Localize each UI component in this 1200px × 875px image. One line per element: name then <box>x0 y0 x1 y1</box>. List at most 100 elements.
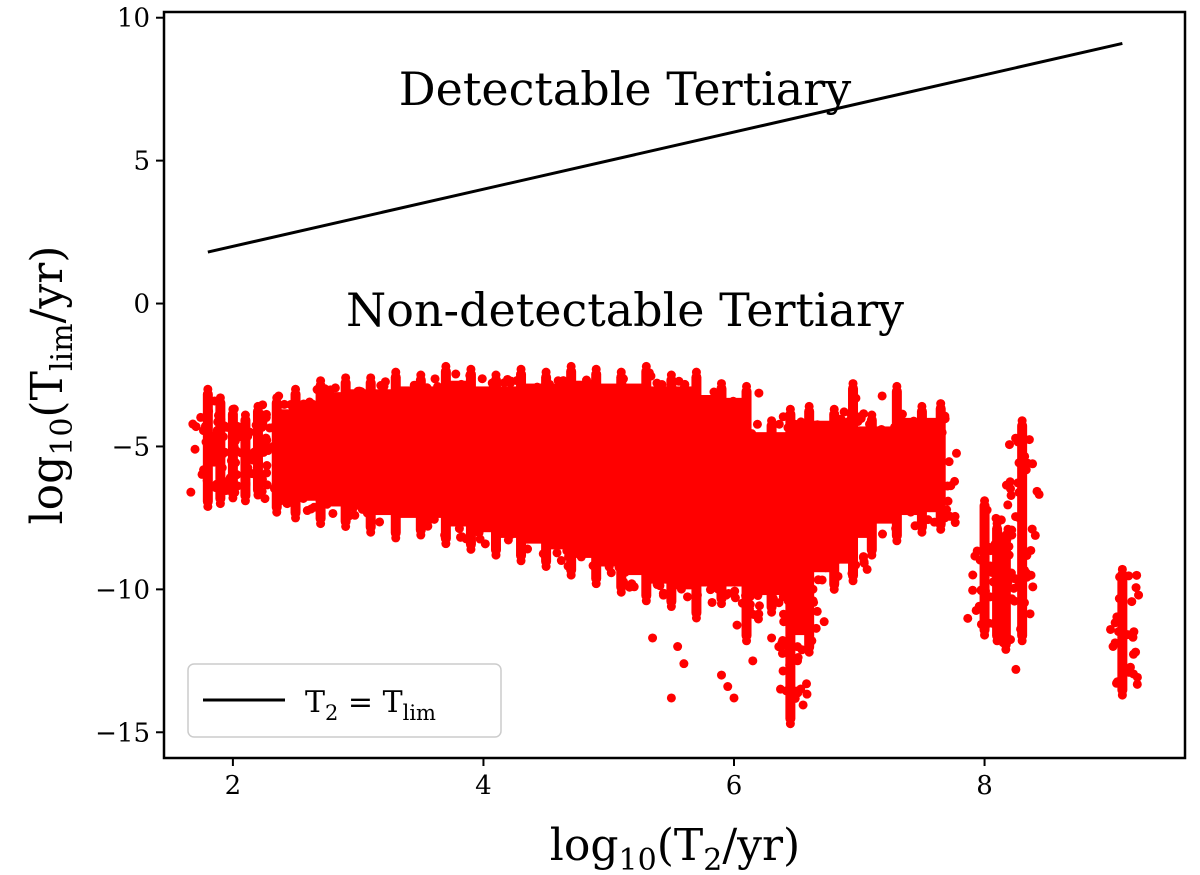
scatter-band <box>771 432 791 596</box>
scatter-point <box>541 561 551 571</box>
scatter-point <box>777 648 787 658</box>
scatter-point <box>641 596 651 606</box>
scatter-point <box>1004 440 1014 450</box>
scatter-band <box>295 400 321 501</box>
scatter-point <box>1024 435 1034 445</box>
scatter-point <box>1114 627 1124 637</box>
scatter-point <box>211 429 221 439</box>
scatter-point <box>246 449 256 459</box>
scatter-point <box>1014 458 1024 468</box>
scatter-point <box>1014 580 1024 590</box>
scatter-point <box>691 367 701 377</box>
scatter-point <box>1003 500 1013 510</box>
scatter-point <box>1017 416 1027 426</box>
scatter-point <box>858 553 868 563</box>
scatter-point <box>802 679 812 689</box>
non-detectable-region-label: Non-detectable Tertiary <box>346 283 904 337</box>
scatter-point <box>274 391 284 401</box>
scatter-point <box>993 622 1003 632</box>
scatter-point <box>215 499 225 509</box>
scatter-point <box>975 555 985 565</box>
scatter-point <box>848 576 858 586</box>
scatter-point <box>312 385 322 395</box>
scatter-point <box>1128 632 1138 642</box>
scatter-point <box>951 448 961 458</box>
scatter-point <box>203 384 213 394</box>
scatter-point <box>379 381 389 391</box>
scatter-point <box>767 416 777 426</box>
scatter-point <box>984 618 994 628</box>
t2-equals-tlim-line <box>207 41 1123 254</box>
scatter-point <box>917 527 927 537</box>
scatter-point <box>516 364 526 374</box>
scatter-point <box>808 584 818 594</box>
scatter-point <box>286 400 296 410</box>
scatter-point <box>232 470 242 480</box>
scatter-band <box>345 389 371 510</box>
scatter-point <box>538 549 548 559</box>
scatter-band <box>420 386 446 518</box>
scatter-point <box>862 564 872 574</box>
scatter-point <box>1011 664 1021 674</box>
scatter-point <box>778 412 788 422</box>
scatter-band <box>853 426 872 538</box>
scatter-point <box>591 364 601 374</box>
y-tick-label: −10 <box>95 575 150 605</box>
scatter-point <box>477 374 487 384</box>
scatter-point <box>588 561 598 571</box>
scatter-point <box>1001 644 1011 654</box>
scatter-point <box>285 493 295 503</box>
scatter-point <box>253 490 263 500</box>
scatter-band <box>809 420 835 573</box>
scatter-point <box>366 373 376 383</box>
scatter-point <box>691 613 701 623</box>
scatter-point <box>867 410 877 420</box>
scatter-point <box>802 689 812 699</box>
scatter-point <box>257 478 267 488</box>
scatter-point <box>748 656 758 666</box>
scatter-point <box>441 539 451 549</box>
scatter-point <box>563 561 573 571</box>
scatter-point <box>791 686 801 696</box>
scatter-point <box>976 586 986 596</box>
scatter-point <box>992 519 1002 529</box>
scatter-point <box>552 548 562 558</box>
scatter-point <box>1110 638 1120 648</box>
scatter-point <box>767 607 777 617</box>
scatter-point <box>1129 669 1139 679</box>
scatter-point <box>793 642 803 652</box>
scatter-point <box>1134 590 1144 600</box>
scatter-point <box>754 609 764 619</box>
scatter-point <box>897 409 907 419</box>
scatter-point <box>729 693 739 703</box>
scatter-point <box>1017 636 1027 646</box>
scatter-point <box>804 401 814 411</box>
scatter-point <box>976 619 986 629</box>
scatter-point <box>1127 597 1137 607</box>
scatter-point <box>648 633 658 643</box>
scatter-point <box>441 361 451 371</box>
scatter-point <box>566 570 576 580</box>
scatter-point <box>705 585 715 595</box>
scatter-point <box>475 534 485 544</box>
scatter-point <box>1112 677 1122 687</box>
scatter-point <box>996 582 1006 592</box>
scatter-point <box>767 633 777 643</box>
scatter-point <box>265 423 275 433</box>
scatter-point <box>1004 550 1014 560</box>
scatter-point <box>466 364 476 374</box>
scatter-point <box>942 481 952 491</box>
x-tick-label: 6 <box>726 771 743 801</box>
scatter-point <box>516 556 526 566</box>
scatter-point <box>666 370 676 380</box>
scatter-point <box>892 381 902 391</box>
scatter-band <box>571 380 597 558</box>
scatter-point <box>201 437 211 447</box>
scatter-point <box>707 597 717 607</box>
scatter-point <box>218 432 228 442</box>
scatter-point <box>227 484 237 494</box>
scatter-point <box>839 407 849 417</box>
scatter-point <box>512 376 522 386</box>
scatter-band <box>646 386 672 584</box>
scatter-point <box>851 560 861 570</box>
